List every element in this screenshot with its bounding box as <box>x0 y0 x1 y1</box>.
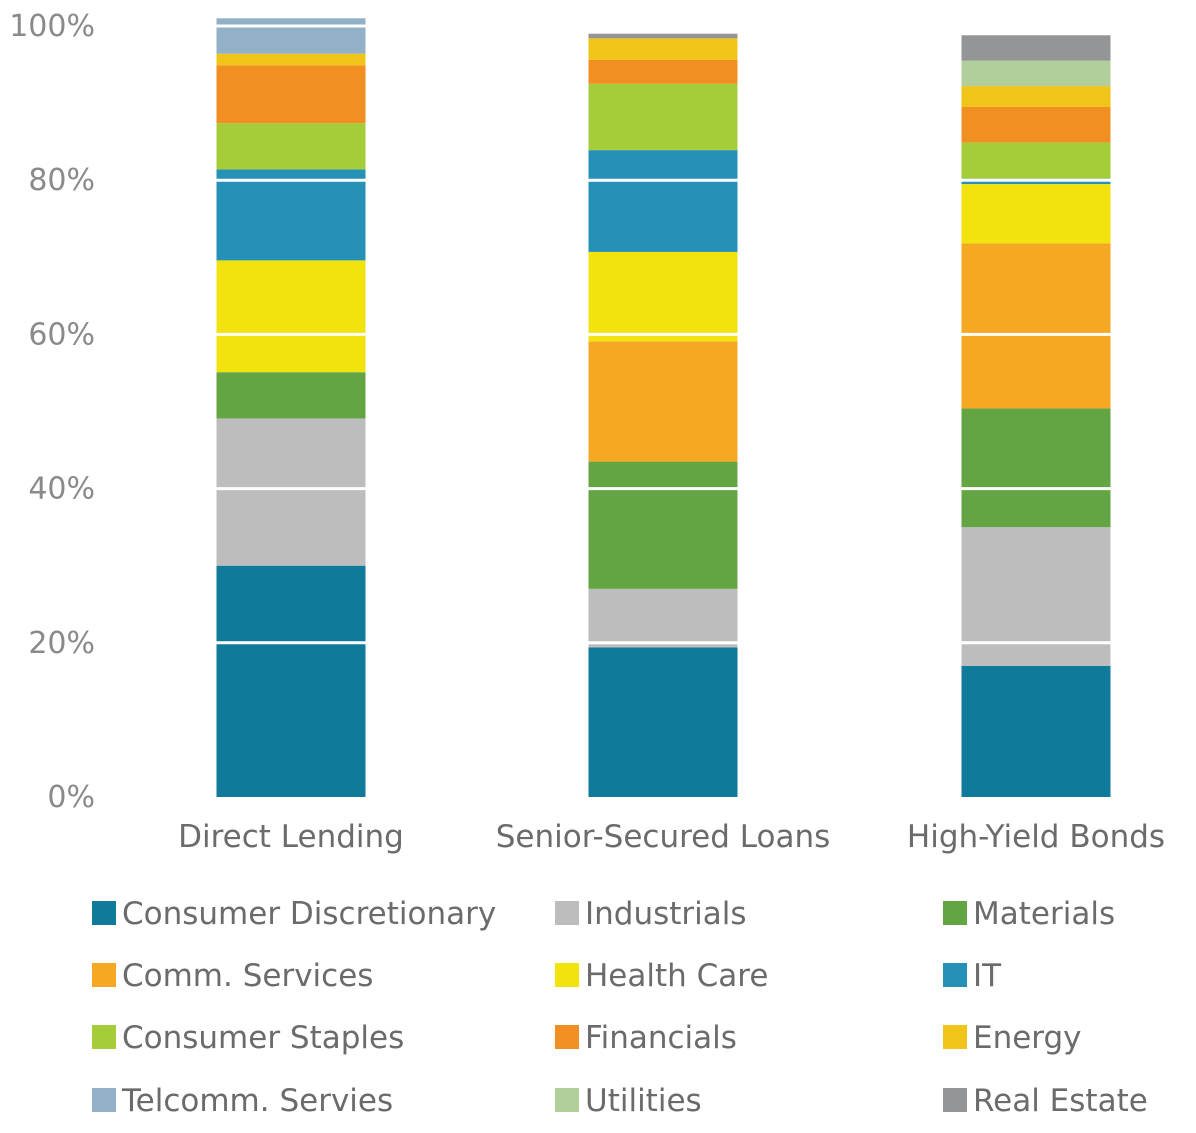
bar-segment-high-yield-bonds-industrials <box>961 527 1111 666</box>
legend-swatch-consumer-staples <box>92 1025 116 1049</box>
bar-segment-high-yield-bonds-health-care <box>961 184 1111 244</box>
bar-segment-senior-secured-loans-industrials <box>588 588 738 648</box>
legend-swatch-comm-services <box>92 963 116 987</box>
bar-segment-direct-lending-health-care <box>216 260 366 373</box>
legend: Consumer Discretionary Industrials Materia… <box>92 896 1148 1119</box>
y-tick-label-100: 100% <box>9 9 95 44</box>
legend-label-energy: Energy <box>973 1020 1082 1056</box>
bar-segment-direct-lending-financials <box>216 65 366 124</box>
legend-swatch-industrials <box>555 901 579 925</box>
x-tick-label-direct-lending: Direct Lending <box>178 819 404 855</box>
legend-label-comm-services: Comm. Services <box>122 958 373 994</box>
legend-label-materials: Materials <box>973 896 1115 932</box>
bar-segment-high-yield-bonds-financials <box>961 106 1111 143</box>
bar-segment-direct-lending-telcomm-servies <box>216 18 366 54</box>
bar-segment-direct-lending-consumer-discretionary <box>216 565 366 797</box>
bar-segment-high-yield-bonds-energy <box>961 86 1111 107</box>
y-tick-label-80: 80% <box>28 163 95 198</box>
bar-segment-senior-secured-loans-energy <box>588 38 738 60</box>
y-tick-label-20: 20% <box>28 626 95 661</box>
bar-segment-senior-secured-loans-real-estate <box>588 33 738 39</box>
x-tick-label-senior-secured-loans: Senior-Secured Loans <box>496 819 831 855</box>
bar-segment-high-yield-bonds-utilities <box>961 60 1111 87</box>
y-tick-label-60: 60% <box>28 317 95 352</box>
legend-swatch-consumer-discretionary <box>92 901 116 925</box>
legend-label-health-care: Health Care <box>585 958 768 994</box>
legend-swatch-utilities <box>555 1088 579 1112</box>
legend-label-consumer-staples: Consumer Staples <box>122 1020 404 1056</box>
legend-swatch-telcomm-servies <box>92 1088 116 1112</box>
bar-segment-high-yield-bonds-consumer-discretionary <box>961 665 1111 797</box>
bar-segment-high-yield-bonds-real-estate <box>961 35 1111 61</box>
bar-segment-senior-secured-loans-health-care <box>588 251 738 342</box>
x-tick-label-high-yield-bonds: High-Yield Bonds <box>907 819 1165 855</box>
bar-segment-direct-lending-consumer-staples <box>216 123 366 170</box>
bar-segment-direct-lending-it <box>216 169 366 261</box>
bar-segment-senior-secured-loans-it <box>588 150 738 252</box>
legend-label-consumer-discretionary: Consumer Discretionary <box>122 896 496 932</box>
x-axis-labels: Direct Lending Senior-Secured Loans High-Y… <box>178 819 1165 855</box>
legend-label-industrials: Industrials <box>585 896 747 932</box>
legend-swatch-financials <box>555 1025 579 1049</box>
legend-label-real-estate: Real Estate <box>973 1083 1148 1119</box>
bar-segment-direct-lending-energy <box>216 53 366 66</box>
y-axis-ticks: 0% 20% 40% 60% 80% 100% <box>9 9 95 815</box>
bar-segment-senior-secured-loans-comm-services <box>588 341 738 462</box>
y-tick-label-40: 40% <box>28 472 95 507</box>
bar-segment-senior-secured-loans-consumer-discretionary <box>588 647 738 797</box>
bar-segment-senior-secured-loans-consumer-staples <box>588 83 738 151</box>
bar-separators <box>216 24 1111 645</box>
bar-segment-high-yield-bonds-consumer-staples <box>961 142 1111 179</box>
legend-swatch-energy <box>943 1025 967 1049</box>
legend-swatch-it <box>943 963 967 987</box>
legend-swatch-materials <box>943 901 967 925</box>
bar-segment-senior-secured-loans-materials <box>588 461 738 589</box>
legend-swatch-real-estate <box>943 1088 967 1112</box>
bar-segment-direct-lending-materials <box>216 372 366 419</box>
bar-segment-high-yield-bonds-comm-services <box>961 243 1111 409</box>
bar-segment-direct-lending-industrials <box>216 418 366 566</box>
legend-label-financials: Financials <box>585 1020 737 1056</box>
bar-segment-senior-secured-loans-financials <box>588 59 738 84</box>
legend-label-telcomm-servies: Telcomm. Servies <box>121 1083 393 1119</box>
bar-segment-high-yield-bonds-materials <box>961 408 1111 528</box>
legend-label-it: IT <box>973 958 1002 994</box>
legend-swatch-health-care <box>555 963 579 987</box>
legend-label-utilities: Utilities <box>585 1083 702 1119</box>
bars <box>216 18 1111 797</box>
y-tick-label-0: 0% <box>47 780 95 815</box>
